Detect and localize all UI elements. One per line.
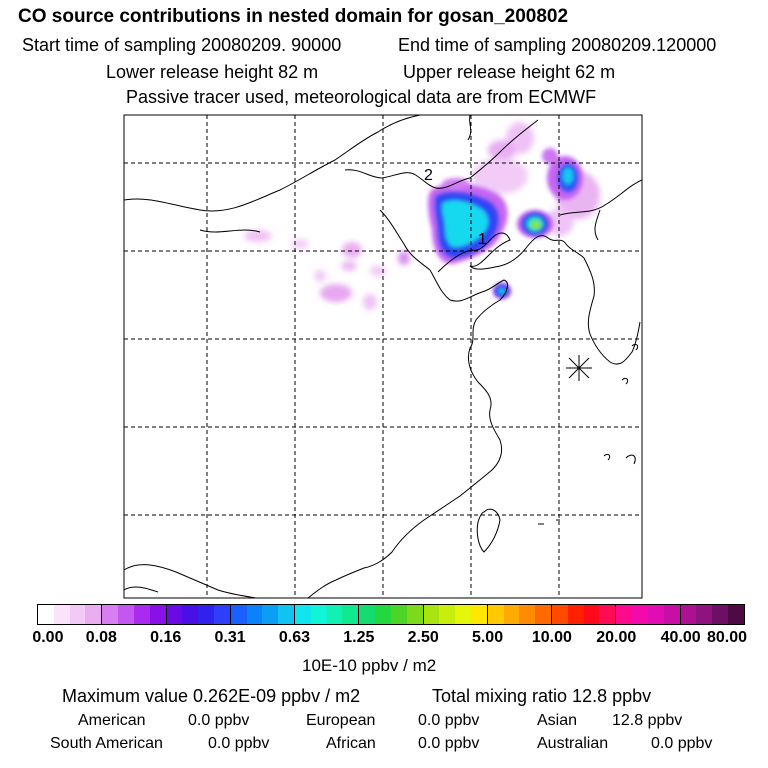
end-time: End time of sampling 20080209.120000 xyxy=(398,35,717,55)
region-value: 12.8 ppbv xyxy=(612,712,683,729)
color-scale-tick-label: 80.00 xyxy=(706,629,748,646)
color-scale-tick-label: 40.00 xyxy=(660,629,701,646)
color-scale-tick-label: 0.31 xyxy=(214,629,246,646)
color-scale-segment xyxy=(53,605,70,624)
color-scale-segment xyxy=(727,605,744,624)
color-scale-segment xyxy=(406,605,424,624)
maximum-value: Maximum value 0.262E-09 ppbv / m2 xyxy=(62,686,361,706)
start-time: Start time of sampling 20080209. 90000 xyxy=(22,35,342,55)
color-scale-segment xyxy=(230,605,247,624)
color-scale-segment xyxy=(246,605,263,624)
color-scale-segment xyxy=(213,605,231,624)
color-scale-segment xyxy=(166,605,183,624)
color-scale-segment xyxy=(470,605,488,624)
color-scale-segment xyxy=(38,605,54,624)
plot-title: CO source contributions in nested domain… xyxy=(18,6,569,27)
total-mixing-ratio: Total mixing ratio 12.8 ppbv xyxy=(432,686,652,706)
plume-main-core xyxy=(441,167,574,294)
region-name: Asian xyxy=(537,712,578,729)
region-name: African xyxy=(326,735,376,752)
color-scale-segment xyxy=(647,605,664,624)
region-name: European xyxy=(306,712,376,729)
color-scale-tick-label: 5.00 xyxy=(471,629,504,646)
region-name: American xyxy=(78,712,146,729)
concentration-map: 2 1 xyxy=(123,114,643,599)
color-scale-segment xyxy=(696,605,713,624)
color-scale-segment xyxy=(326,605,343,624)
color-scale-segment xyxy=(149,605,167,624)
lower-release-height: Lower release height 82 m xyxy=(106,62,319,82)
color-scale-segment xyxy=(503,605,520,624)
color-scale-segment xyxy=(632,605,648,624)
receptor-asterisk-icon xyxy=(566,355,592,381)
color-scale-segment xyxy=(390,605,407,624)
color-scale-segment xyxy=(375,605,391,624)
color-scale-segment xyxy=(567,605,584,624)
region-value: 0.0 ppbv xyxy=(418,712,480,729)
color-scale-tick-label: 1.25 xyxy=(343,629,375,646)
color-scale-segment xyxy=(278,605,295,624)
color-scale-segment xyxy=(342,605,360,624)
color-scale-segment xyxy=(552,605,568,624)
color-scale-segment xyxy=(182,605,199,624)
color-scale-segment xyxy=(519,605,536,624)
color-scale-tick-label: 2.50 xyxy=(407,629,439,646)
source-label-2: 2 xyxy=(424,167,433,184)
color-scale-segment xyxy=(102,605,119,624)
tracer-note: Passive tracer used, meteorological data… xyxy=(126,87,597,107)
map-frame xyxy=(123,114,643,599)
region-name: Australian xyxy=(537,735,609,752)
color-scale-segment xyxy=(680,605,697,624)
color-scale-segment xyxy=(583,605,600,624)
color-scale-segment xyxy=(599,605,617,624)
color-scale-segment xyxy=(439,605,456,624)
color-scale-segment xyxy=(310,605,327,624)
grid-lines xyxy=(124,115,642,598)
color-scale-segment xyxy=(118,605,134,624)
color-scale-tick-label: 20.00 xyxy=(596,629,637,646)
color-scale-segment xyxy=(359,605,376,624)
region-value: 0.0 ppbv xyxy=(188,712,250,729)
color-scale-segment xyxy=(487,605,504,624)
color-scale-tick-label: 0.08 xyxy=(85,629,117,646)
color-scale-bar xyxy=(37,604,745,625)
color-scale-segment xyxy=(423,605,440,624)
color-scale-tick-label: 0.63 xyxy=(278,629,311,646)
color-scale-segment xyxy=(616,605,633,624)
source-label-1: 1 xyxy=(478,231,487,248)
color-scale-segment xyxy=(198,605,214,624)
color-scale-unit: 10E-10 ppbv / m2 xyxy=(302,656,437,675)
region-value: 0.0 ppbv xyxy=(208,735,270,752)
color-scale-segment xyxy=(133,605,150,624)
color-scale-segment xyxy=(455,605,471,624)
color-scale-segment xyxy=(85,605,103,624)
color-scale-tick-label: 0.00 xyxy=(32,629,64,646)
color-scale-segment xyxy=(69,605,86,624)
upper-release-height: Upper release height 62 m xyxy=(403,62,616,82)
region-value: 0.0 ppbv xyxy=(651,735,713,752)
color-scale-segment xyxy=(295,605,311,624)
color-scale-segment xyxy=(712,605,728,624)
color-scale-tick-label: 10.00 xyxy=(531,629,572,646)
color-scale-segment xyxy=(535,605,552,624)
coastlines xyxy=(124,115,642,598)
region-value: 0.0 ppbv xyxy=(418,735,480,752)
color-scale-segment xyxy=(663,605,681,624)
color-scale-tick-label: 0.16 xyxy=(150,629,182,646)
color-scale-segment xyxy=(262,605,279,624)
region-name: South American xyxy=(50,735,163,752)
